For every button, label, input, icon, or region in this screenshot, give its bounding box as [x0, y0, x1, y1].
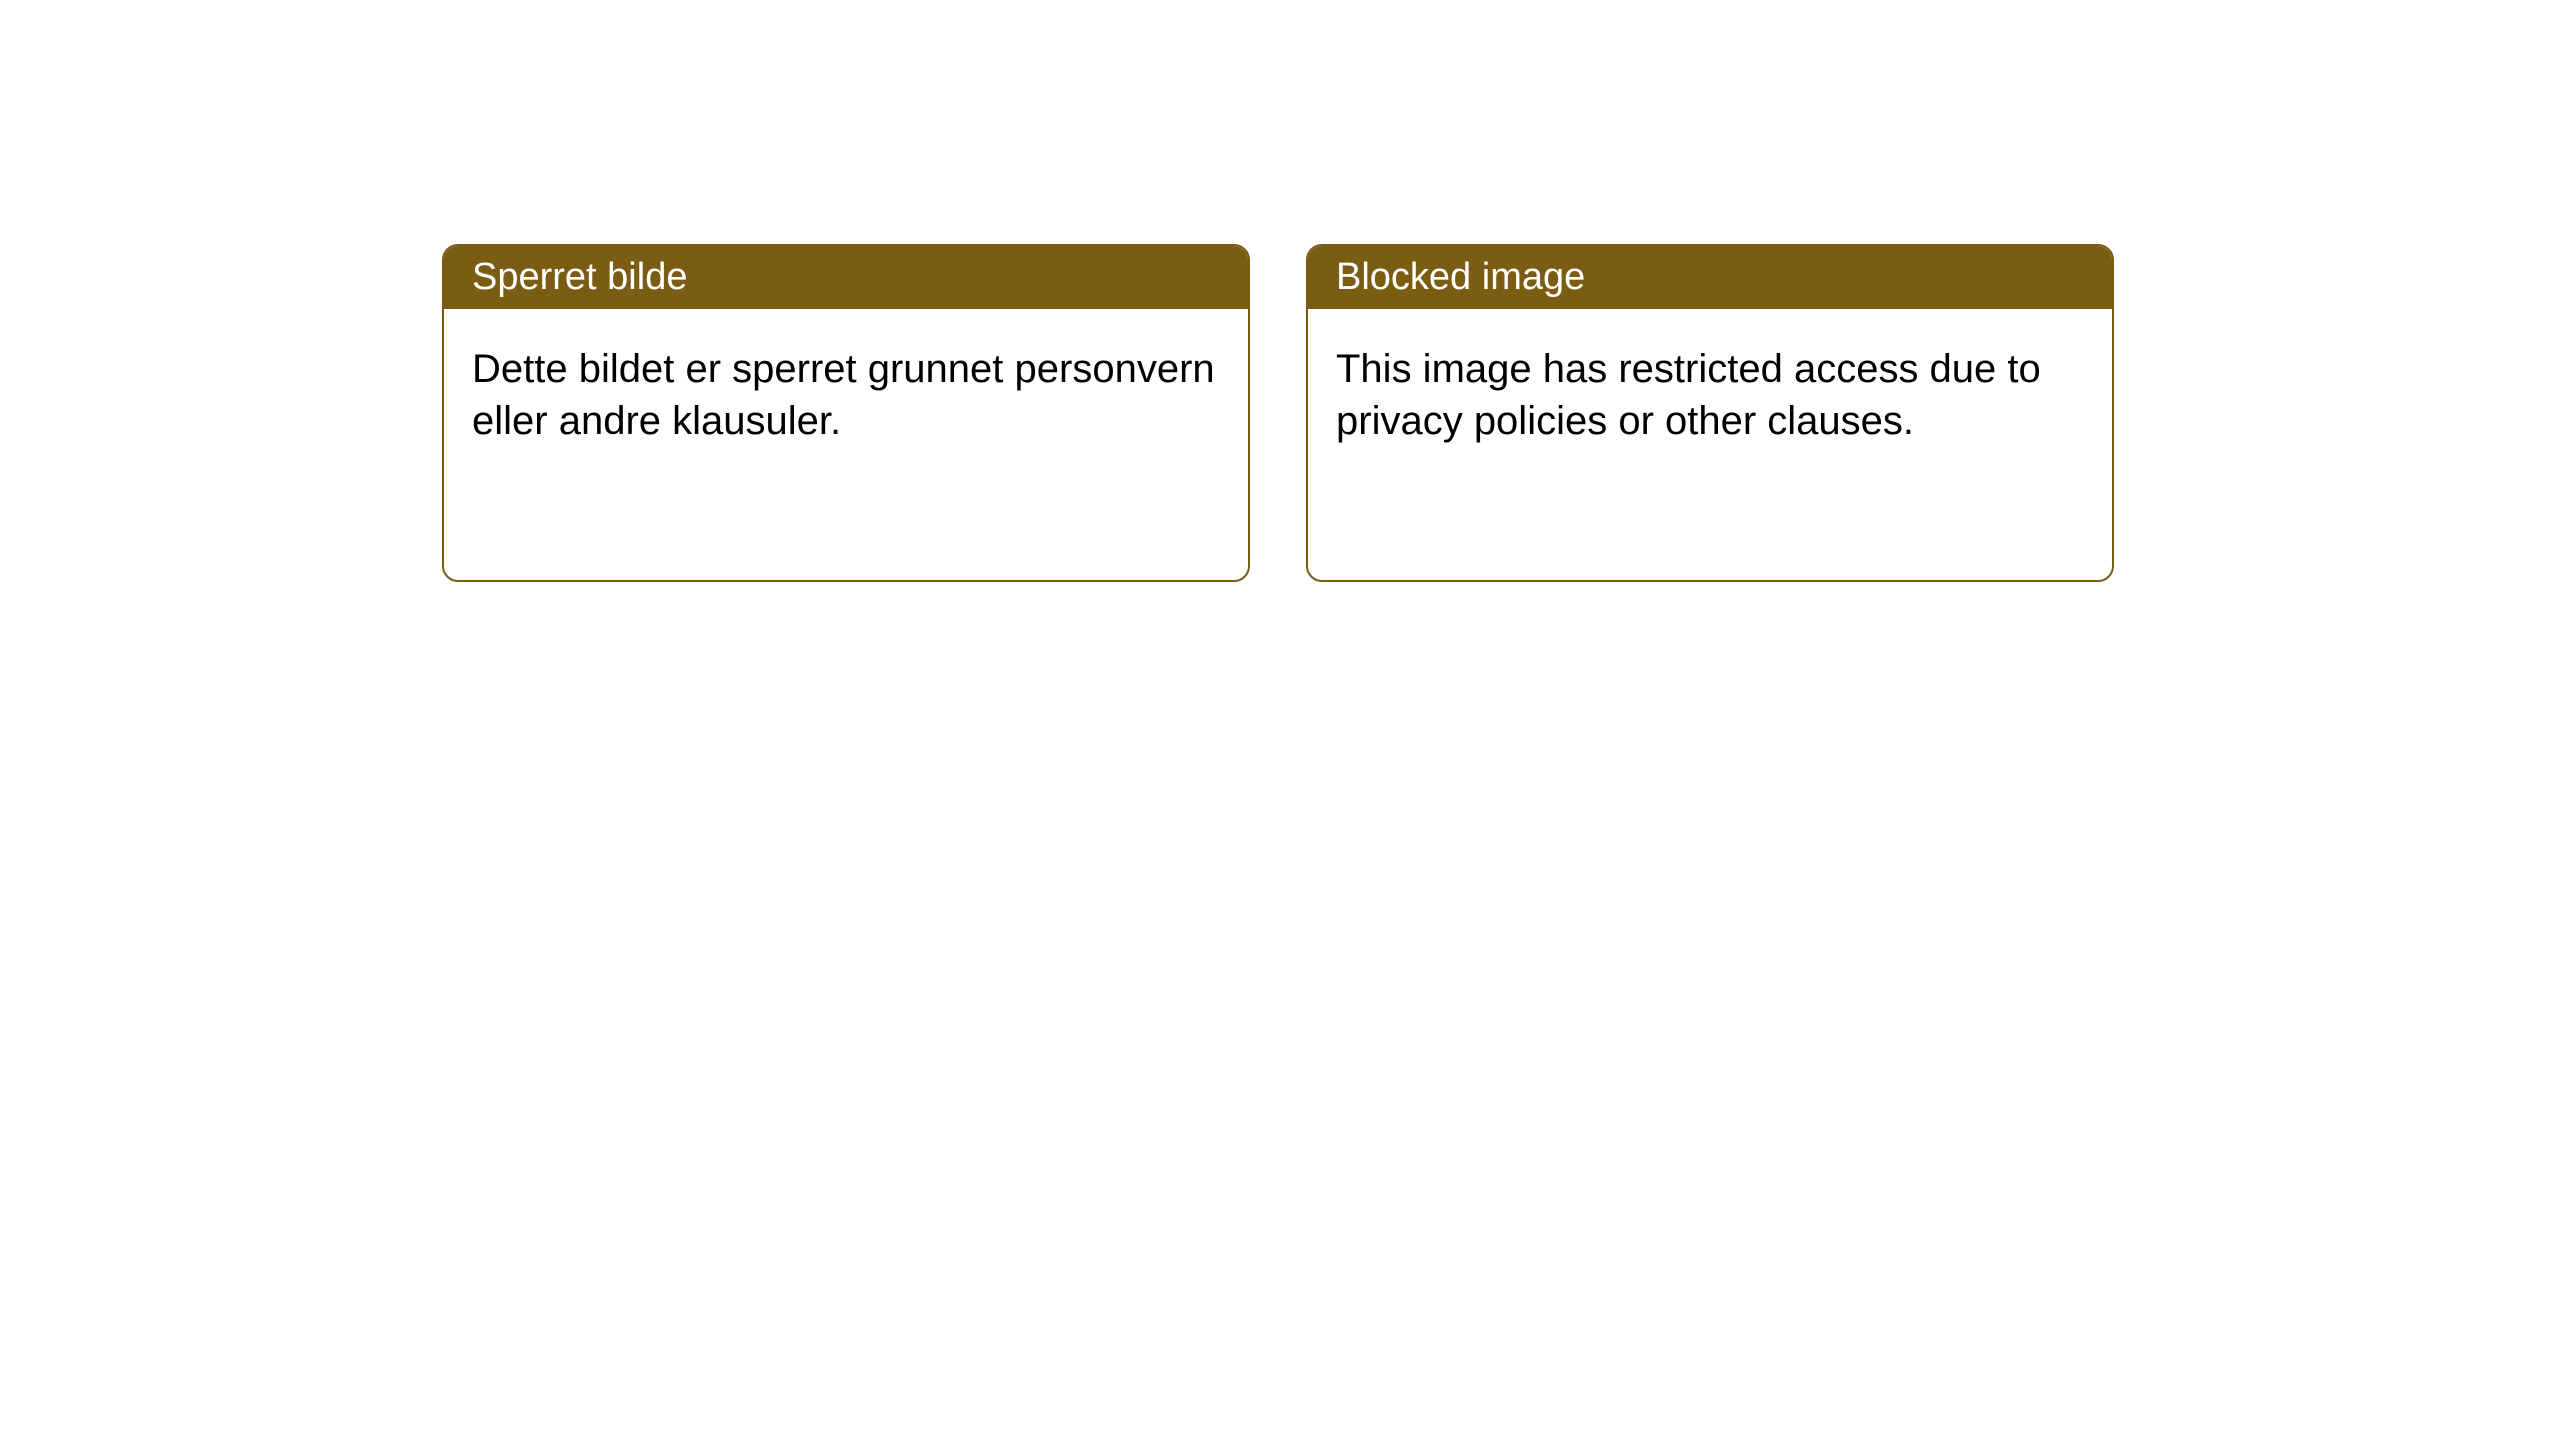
notice-title: Blocked image	[1336, 256, 1585, 298]
notice-title: Sperret bilde	[472, 256, 687, 298]
notice-container: Sperret bilde Dette bildet er sperret gr…	[0, 0, 2560, 582]
notice-card-norwegian: Sperret bilde Dette bildet er sperret gr…	[442, 244, 1250, 582]
notice-card-english: Blocked image This image has restricted …	[1306, 244, 2114, 582]
notice-body: Dette bildet er sperret grunnet personve…	[444, 309, 1248, 481]
notice-body: This image has restricted access due to …	[1308, 309, 2112, 481]
notice-message: Dette bildet er sperret grunnet personve…	[472, 347, 1215, 443]
notice-message: This image has restricted access due to …	[1336, 347, 2041, 443]
notice-header: Blocked image	[1308, 246, 2112, 309]
notice-header: Sperret bilde	[444, 246, 1248, 309]
